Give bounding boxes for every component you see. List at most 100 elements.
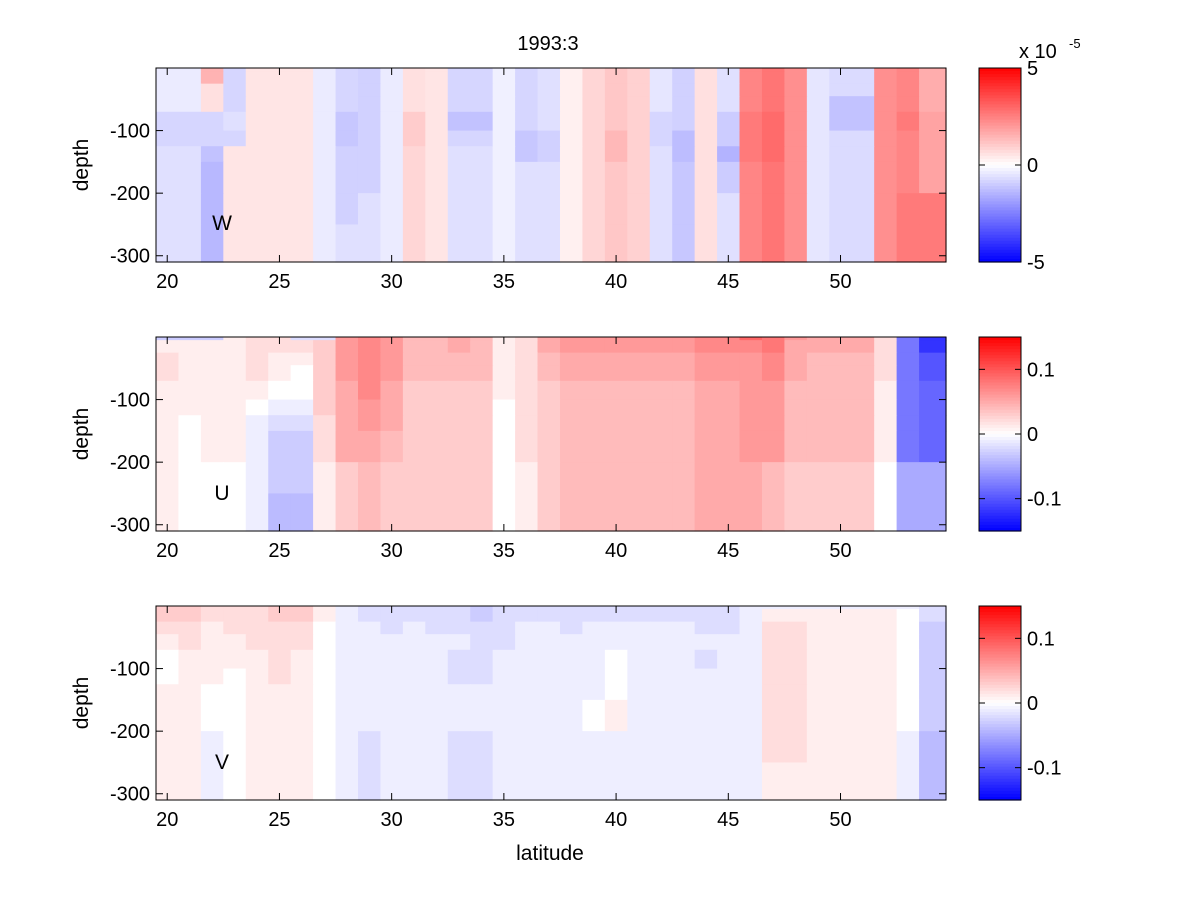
- heatmap-cell: [672, 762, 696, 801]
- heatmap-cell: [559, 399, 584, 416]
- heatmap-cell: [470, 340, 494, 354]
- heatmap-cell: [649, 340, 673, 354]
- heatmap-cell: [357, 762, 382, 801]
- heatmap-cell: [874, 621, 898, 635]
- colorbar-segment: [979, 669, 1021, 674]
- heatmap-cell: [874, 83, 898, 97]
- colorbar-segment: [979, 748, 1021, 753]
- heatmap-cell: [739, 699, 763, 732]
- heatmap-cell: [829, 649, 875, 670]
- heatmap-cell: [672, 493, 696, 532]
- colorbar-segment: [979, 337, 1021, 341]
- heatmap-cell: [874, 161, 898, 194]
- heatmap-cell: [313, 606, 337, 610]
- heatmap-cell: [425, 606, 449, 610]
- heatmap-cell: [156, 399, 180, 416]
- colorbar-segment: [979, 174, 1021, 178]
- heatmap-cell: [806, 684, 830, 701]
- heatmap-cell: [672, 731, 696, 764]
- heatmap-cell: [649, 609, 673, 623]
- heatmap-cell: [896, 668, 920, 685]
- heatmap-cell: [290, 337, 314, 341]
- heatmap-cell: [717, 352, 741, 366]
- heatmap-cell: [537, 649, 561, 670]
- heatmap-cell: [739, 399, 763, 416]
- heatmap-cell: [739, 224, 763, 263]
- heatmap-cell: [335, 146, 359, 163]
- heatmap-cell: [537, 606, 561, 610]
- heatmap-cell: [627, 224, 651, 263]
- x-tick-label: 20: [156, 809, 178, 831]
- heatmap-cell: [200, 634, 224, 651]
- heatmap-cell: [761, 634, 786, 651]
- colorbar-segment: [979, 427, 1021, 432]
- heatmap-cell: [784, 96, 808, 113]
- heatmap-cell: [425, 649, 449, 670]
- colorbar-segment: [979, 488, 1021, 493]
- colorbar-segment: [979, 793, 1021, 798]
- heatmap-cell: [268, 352, 292, 366]
- colorbar-segment: [979, 790, 1021, 795]
- heatmap-cell: [784, 399, 808, 416]
- heatmap-cell: [380, 634, 404, 651]
- heatmap-cell: [761, 224, 786, 263]
- heatmap-cell: [694, 161, 718, 194]
- heatmap-cell: [515, 621, 539, 635]
- colorbar-segment: [979, 155, 1021, 160]
- heatmap-cell: [649, 649, 673, 670]
- heatmap-cell: [515, 68, 539, 72]
- heatmap-cell: [313, 621, 337, 635]
- colorbar-segment: [979, 403, 1021, 408]
- heatmap-cell: [402, 415, 449, 432]
- heatmap-cell: [919, 71, 947, 85]
- heatmap-cell: [919, 224, 947, 263]
- heatmap-cell: [537, 399, 561, 416]
- heatmap-cell: [761, 668, 786, 685]
- colorbar-segment: [979, 210, 1021, 215]
- heatmap-cell: [290, 365, 314, 382]
- colorbar-segment: [979, 778, 1021, 783]
- heatmap-cell: [357, 380, 382, 401]
- heatmap-cell: [717, 668, 741, 685]
- heatmap-cell: [896, 130, 920, 147]
- heatmap-cell: [492, 340, 516, 354]
- heatmap-cell: [672, 699, 696, 732]
- heatmap-cell: [290, 415, 314, 432]
- heatmap-cell: [515, 634, 539, 651]
- heatmap-cell: [268, 609, 292, 623]
- colorbar-segment: [979, 140, 1021, 145]
- heatmap-cell: [896, 399, 920, 416]
- heatmap-cell: [806, 621, 830, 635]
- heatmap-cell: [200, 337, 224, 341]
- heatmap-cell: [357, 111, 382, 132]
- heatmap-cell: [290, 634, 314, 651]
- heatmap-cell: [245, 71, 314, 85]
- heatmap-cell: [380, 224, 404, 263]
- heatmap-cell: [447, 621, 471, 635]
- heatmap-cell: [470, 621, 494, 635]
- heatmap-cell: [582, 399, 606, 416]
- heatmap-cell: [672, 365, 696, 382]
- heatmap-cell: [604, 649, 628, 670]
- colorbar-segment: [979, 186, 1021, 190]
- colorbar-segment: [979, 736, 1021, 740]
- heatmap-cell: [357, 606, 382, 610]
- heatmap-cell: [784, 337, 808, 341]
- heatmap-cell: [694, 365, 718, 382]
- heatmap-cell: [717, 71, 741, 85]
- heatmap-cell: [313, 462, 337, 495]
- heatmap-cell: [649, 762, 673, 801]
- heatmap-cell: [806, 399, 830, 416]
- heatmap-cell: [156, 668, 180, 685]
- heatmap-cell: [380, 352, 404, 366]
- heatmap-cell: [425, 699, 449, 732]
- heatmap-cells: [156, 337, 947, 532]
- heatmap-cell: [178, 337, 202, 341]
- heatmap-cell: [178, 352, 202, 366]
- heatmap-cell: [874, 684, 898, 701]
- heatmap-cell: [313, 415, 337, 432]
- heatmap-cell: [784, 430, 808, 463]
- heatmap-cell: [447, 365, 471, 382]
- heatmap-cell: [380, 731, 404, 764]
